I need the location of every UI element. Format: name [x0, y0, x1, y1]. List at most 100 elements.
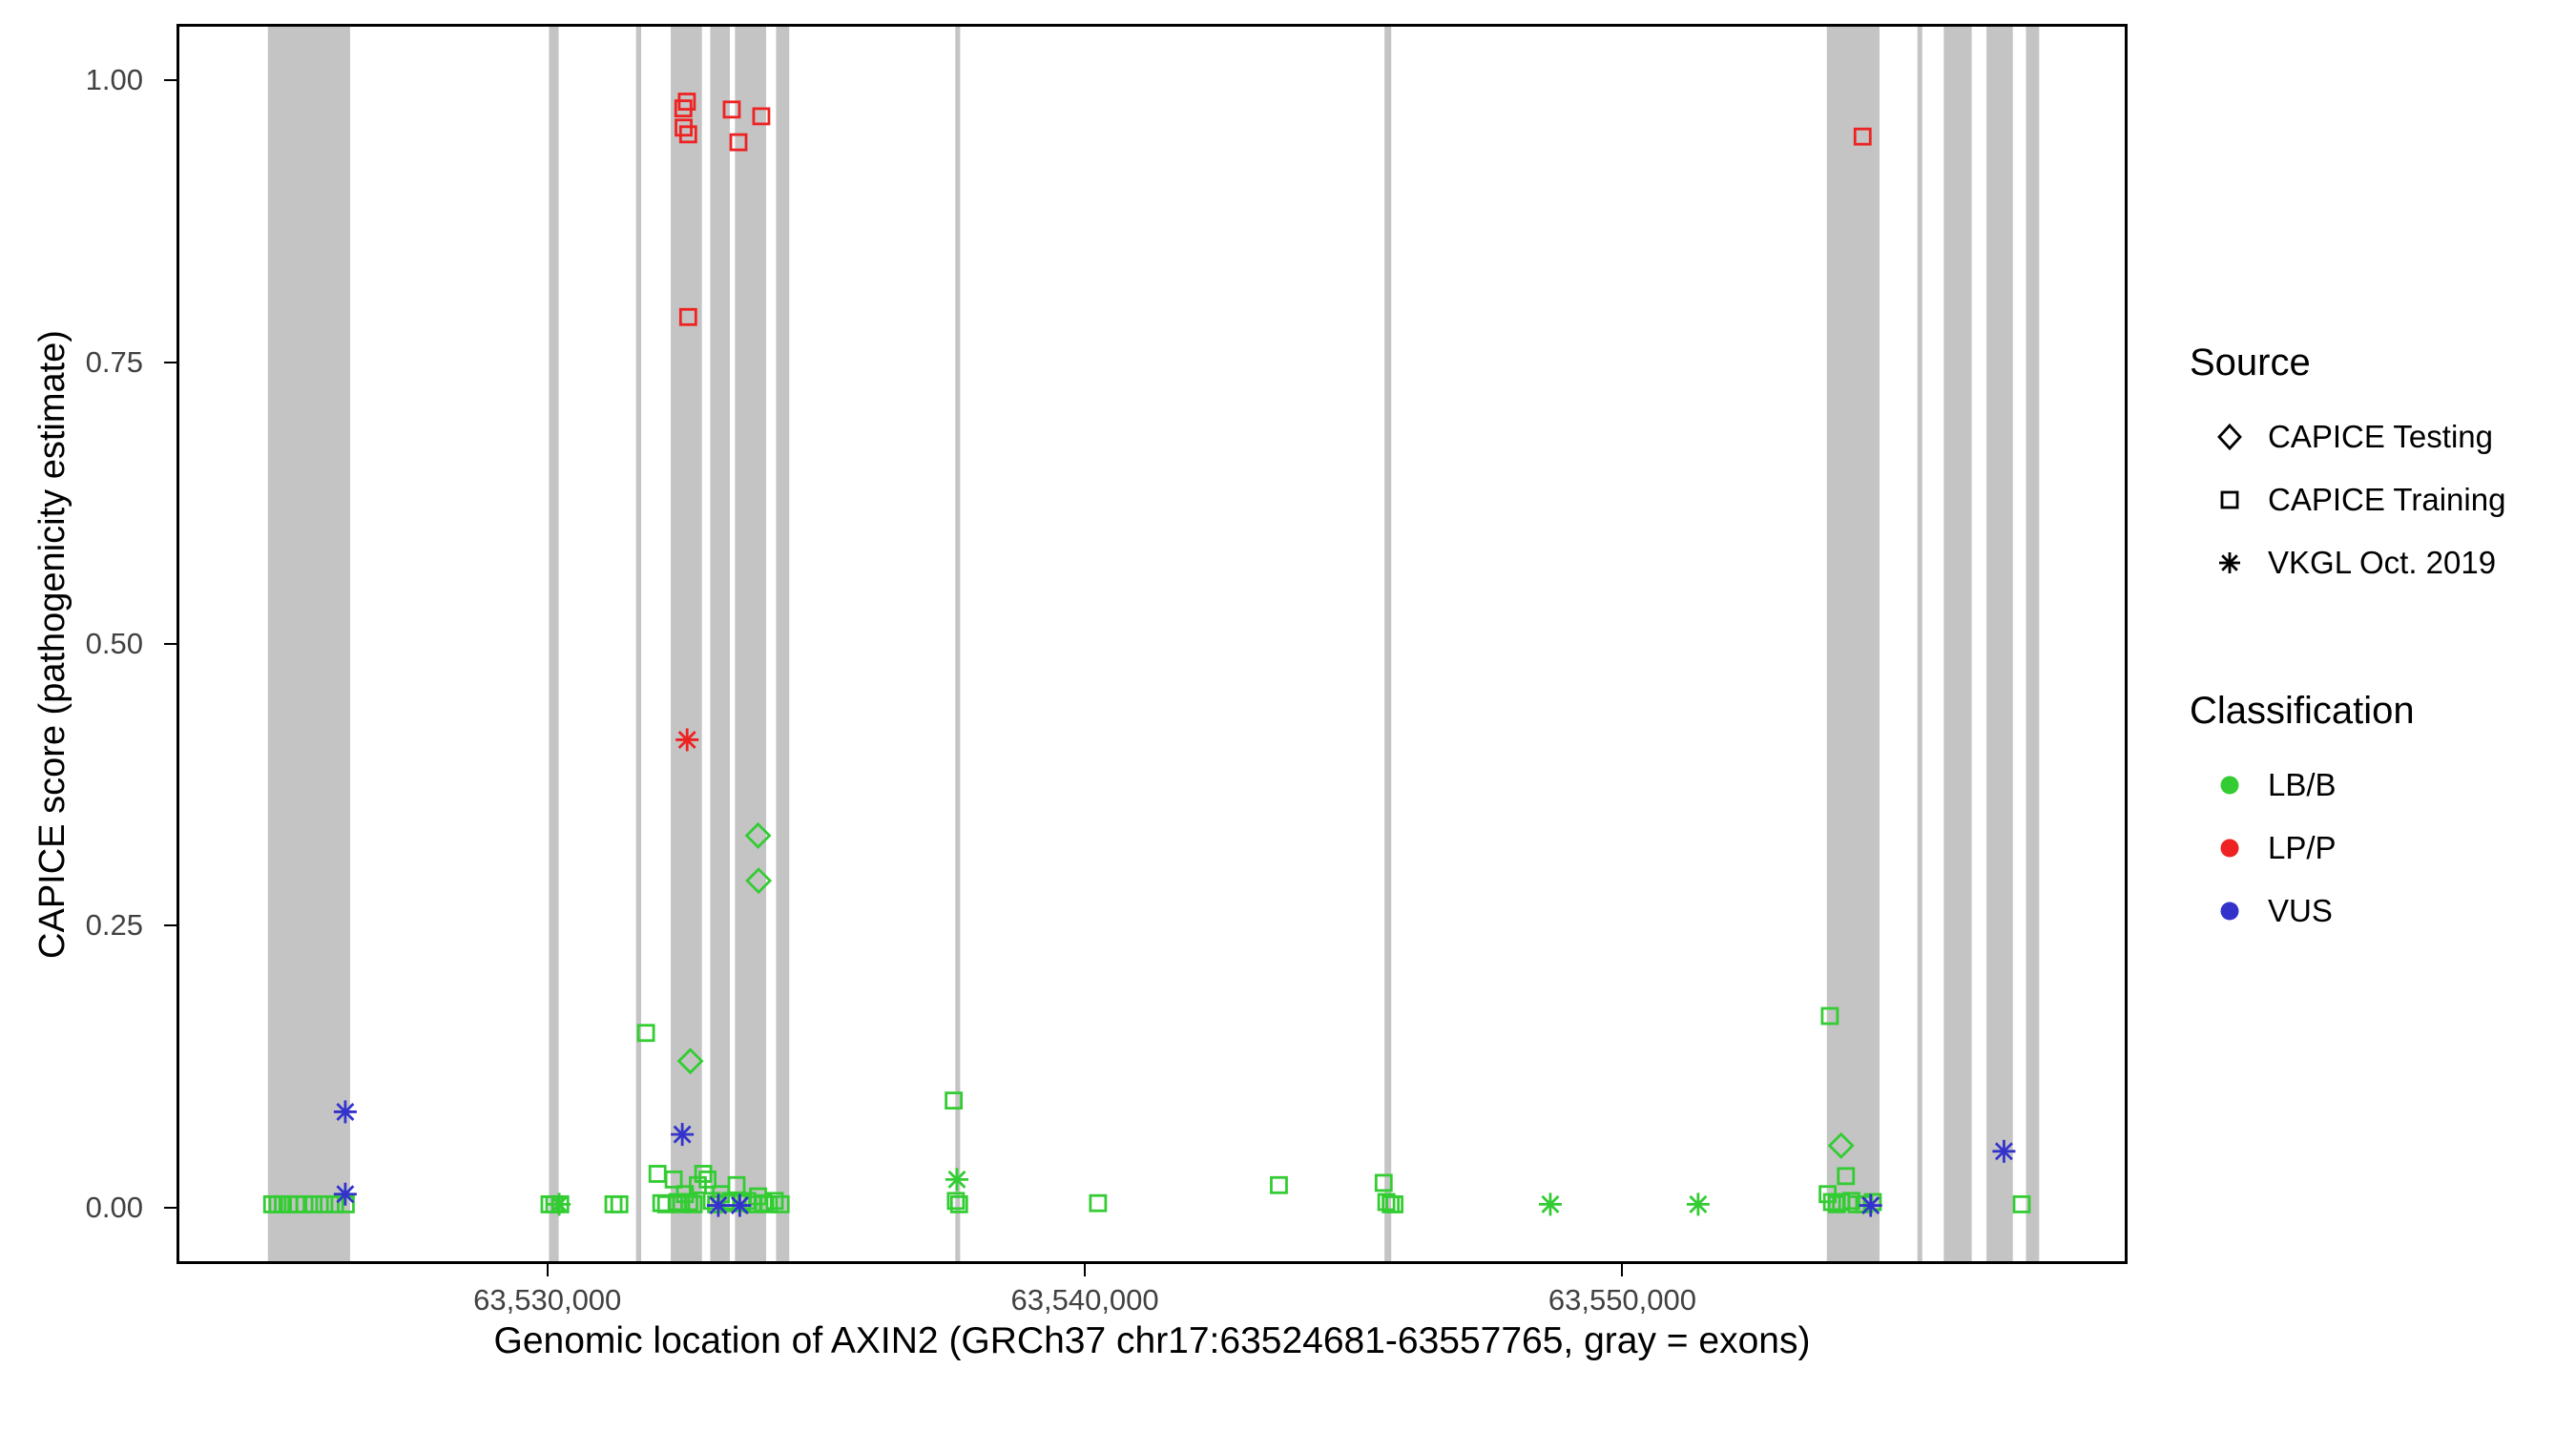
data-point	[610, 1194, 629, 1213]
x-tick-label: 63,530,000	[473, 1283, 622, 1317]
data-point	[1827, 1131, 1855, 1159]
data-point	[1089, 1193, 1108, 1213]
asterisk-icon	[2211, 544, 2249, 582]
data-point	[678, 125, 697, 144]
data-point	[727, 1175, 746, 1194]
x-tick-label: 63,540,000	[1010, 1283, 1159, 1317]
legend-item-lbb: LB/B	[2190, 754, 2505, 817]
plot-panel	[177, 24, 2128, 1264]
data-point	[1837, 1167, 1856, 1186]
y-tick-label: 0.00	[85, 1190, 143, 1224]
exon-band	[1943, 24, 1972, 1264]
lbb-dot-icon	[2211, 766, 2249, 804]
legend-item-label: LP/P	[2268, 830, 2337, 865]
data-point	[1853, 127, 1872, 146]
legend: Source CAPICE Testing CAPICE Training	[2190, 342, 2505, 943]
y-tick-mark	[164, 643, 177, 645]
exon-band	[1986, 24, 2013, 1264]
legend-source-title: Source	[2190, 342, 2311, 384]
data-point	[295, 1194, 314, 1213]
legend-classification-block: Classification LB/B LP/P VUS	[2190, 690, 2505, 943]
data-point	[1863, 1192, 1882, 1212]
data-point	[684, 1194, 703, 1213]
legend-item-capice-testing: CAPICE Testing	[2190, 405, 2505, 468]
data-point	[689, 1175, 707, 1194]
data-point	[1270, 1175, 1288, 1194]
exon-band	[2025, 24, 2040, 1264]
x-tick-label: 63,550,000	[1548, 1283, 1697, 1317]
data-point	[949, 1194, 968, 1213]
data-point	[722, 100, 741, 119]
data-point	[698, 1170, 717, 1189]
panel-border	[177, 24, 2128, 1264]
exon-band	[635, 24, 642, 1264]
y-tick-mark	[164, 924, 177, 927]
data-point	[548, 1192, 571, 1216]
data-point	[745, 867, 773, 895]
vus-dot-icon	[2211, 892, 2249, 930]
data-point	[1820, 1006, 1839, 1026]
y-tick-label: 0.75	[85, 344, 143, 379]
y-tick-label: 1.00	[85, 63, 143, 97]
data-point	[945, 1091, 964, 1110]
square-icon	[2211, 481, 2249, 519]
legend-item-label: VKGL Oct. 2019	[2268, 545, 2497, 580]
x-axis-title: Genomic location of AXIN2 (GRCh37 chr17:…	[493, 1320, 1811, 1361]
data-point	[771, 1194, 790, 1213]
legend-item-label: LB/B	[2268, 767, 2337, 802]
data-point	[752, 107, 771, 126]
diamond-icon	[2211, 418, 2249, 456]
data-point	[678, 307, 697, 326]
data-point	[680, 1192, 698, 1212]
exon-band	[549, 24, 559, 1264]
legend-item-label: CAPICE Training	[2268, 482, 2506, 517]
data-point	[729, 133, 748, 152]
legend-item-vkgl: VKGL Oct. 2019	[2190, 531, 2505, 594]
data-point	[765, 1192, 784, 1211]
exon-band	[671, 24, 702, 1264]
data-point	[1374, 1173, 1393, 1192]
y-tick-label: 0.25	[85, 908, 143, 943]
data-point	[315, 1194, 334, 1213]
exon-band	[1384, 24, 1392, 1264]
data-point	[706, 1193, 730, 1217]
legend-item-label: VUS	[2268, 893, 2333, 928]
data-point	[744, 821, 772, 849]
data-point	[304, 1194, 323, 1213]
data-point	[946, 1192, 966, 1211]
data-point	[1842, 1192, 1860, 1211]
data-point	[677, 93, 696, 111]
legend-item-lpp: LP/P	[2190, 817, 2505, 880]
legend-item-label: CAPICE Testing	[2268, 419, 2493, 454]
legend-classification-title: Classification	[2190, 690, 2415, 732]
exon-band	[1826, 24, 1880, 1264]
plot-canvas	[177, 24, 2128, 1264]
data-point	[333, 1182, 357, 1206]
exon-band	[267, 24, 350, 1264]
legend-source-block: Source CAPICE Testing CAPICE Training	[2190, 342, 2505, 594]
exon-band	[710, 24, 730, 1264]
exon-band	[1917, 24, 1922, 1264]
data-point	[1822, 1192, 1841, 1212]
exon-band	[955, 24, 961, 1264]
data-point	[671, 1123, 695, 1147]
y-tick-label: 0.50	[85, 627, 143, 660]
data-point	[636, 1024, 655, 1043]
data-point	[664, 1170, 683, 1189]
data-point	[1538, 1192, 1562, 1216]
lpp-dot-icon	[2211, 829, 2249, 867]
x-tick-mark	[546, 1264, 549, 1276]
legend-item-vus: VUS	[2190, 880, 2505, 943]
y-tick-mark	[164, 79, 177, 82]
legend-item-capice-training: CAPICE Training	[2190, 468, 2505, 531]
x-tick-mark	[1084, 1264, 1087, 1276]
data-point	[728, 1193, 752, 1217]
data-point	[333, 1100, 357, 1124]
data-point	[1859, 1193, 1882, 1217]
data-point	[945, 1168, 968, 1192]
data-point	[675, 728, 699, 752]
data-point	[1992, 1139, 2016, 1163]
data-point	[1385, 1194, 1403, 1213]
data-point	[2012, 1194, 2031, 1213]
y-tick-mark	[164, 361, 177, 363]
